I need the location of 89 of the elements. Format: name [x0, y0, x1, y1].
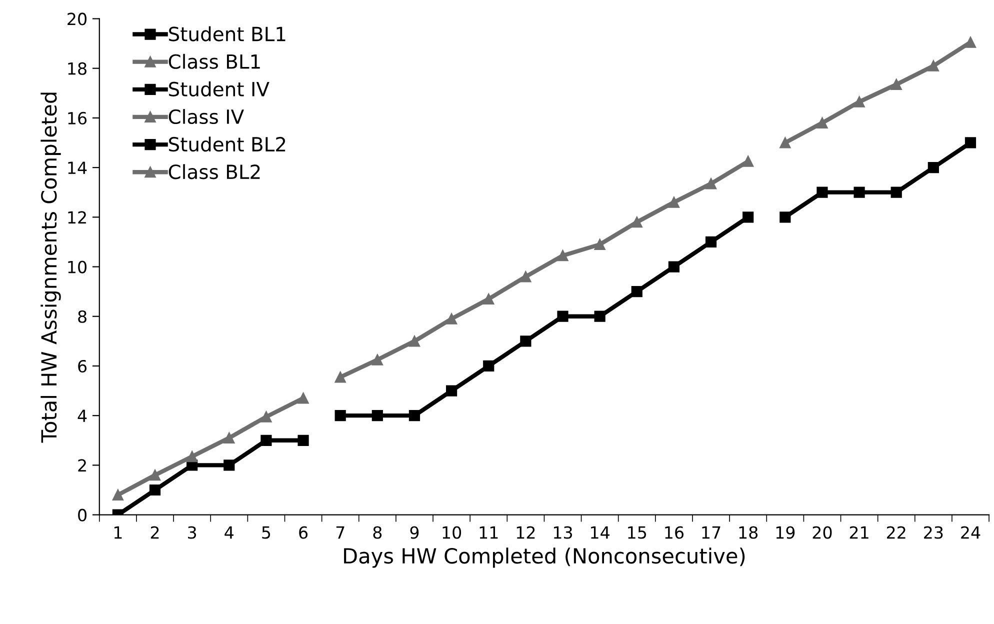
point	[186, 450, 198, 462]
point	[742, 212, 754, 223]
x-tick-label: 11	[480, 526, 498, 539]
legend-label: Student BL2	[169, 136, 286, 152]
point	[742, 156, 754, 167]
point	[260, 411, 272, 422]
point	[928, 60, 939, 72]
x-tick-label: 9	[410, 526, 419, 539]
point	[705, 236, 717, 248]
point	[408, 336, 420, 347]
x-tick-label: 22	[886, 526, 906, 539]
point	[520, 271, 532, 282]
point	[372, 410, 383, 422]
x-tick-label: 10	[442, 526, 462, 539]
x-tick-label: 18	[739, 526, 758, 539]
y-tick-label: 16	[68, 112, 87, 125]
point	[928, 162, 939, 174]
point	[964, 137, 976, 148]
x-tick-label: 17	[702, 526, 720, 539]
point	[890, 78, 902, 90]
x-tick-label: 20	[812, 526, 832, 539]
x-tick-label: 7	[336, 526, 344, 539]
legend-label: Class IV	[168, 109, 244, 124]
point	[298, 392, 309, 404]
legend-label: Class BL1	[168, 54, 260, 69]
y-axis-title: Total HW Assignments Completed	[40, 92, 61, 443]
point	[112, 489, 124, 501]
point	[631, 286, 642, 298]
x-tick-label: 8	[373, 526, 382, 539]
y-tick-label: 6	[78, 360, 87, 373]
point	[520, 336, 532, 347]
point	[149, 470, 161, 481]
point	[446, 385, 458, 396]
point	[705, 178, 717, 190]
x-tick-label: 23	[924, 526, 943, 539]
x-tick-label: 14	[591, 526, 610, 539]
x-tick-label: 6	[299, 526, 308, 539]
x-tick-label: 3	[188, 526, 196, 539]
x-tick-label: 1	[114, 526, 122, 539]
point	[557, 310, 568, 322]
point	[854, 186, 865, 198]
y-tick-label: 12	[68, 211, 86, 224]
point	[780, 137, 791, 148]
point	[890, 186, 902, 198]
x-axis-title: Days HW Completed (Nonconsecutive)	[344, 548, 745, 568]
legend-label: Student BL1	[169, 26, 286, 42]
x-tick-label: 24	[961, 526, 980, 539]
point	[446, 313, 458, 324]
point	[224, 432, 235, 444]
legend-label: Student IV	[169, 81, 270, 96]
x-tick-label: 15	[628, 526, 646, 539]
y-tick-label: 2	[78, 459, 86, 472]
point	[854, 96, 865, 108]
x-tick-label: 5	[262, 526, 270, 539]
y-tick-label: 8	[78, 310, 86, 323]
point	[631, 216, 642, 228]
legend-label: Class BL2	[168, 164, 260, 180]
point	[260, 434, 272, 446]
x-tick-label: 16	[665, 526, 684, 539]
y-tick-label: 0	[78, 508, 86, 522]
point	[668, 261, 680, 272]
point	[816, 186, 828, 198]
point	[780, 212, 791, 223]
x-tick-label: 4	[224, 526, 234, 539]
point	[224, 460, 235, 471]
point	[594, 238, 606, 250]
point	[372, 354, 383, 366]
point	[483, 293, 494, 305]
point	[668, 196, 680, 208]
y-tick-label: 10	[68, 260, 86, 274]
x-tick-label: 12	[516, 526, 535, 539]
point	[816, 117, 828, 128]
point	[557, 250, 568, 262]
point	[483, 360, 494, 372]
point	[334, 410, 346, 422]
point	[408, 410, 420, 422]
x-tick-label: 13	[554, 526, 572, 539]
x-tick-label: 19	[776, 526, 795, 539]
point	[594, 310, 606, 322]
x-tick-label: 21	[850, 526, 868, 539]
y-tick-label: 4	[78, 410, 87, 422]
point	[964, 36, 976, 48]
point	[298, 434, 309, 446]
x-tick-label: 2	[150, 526, 159, 539]
y-tick-label: 14	[68, 162, 87, 174]
point	[334, 372, 346, 383]
y-tick-label: 18	[68, 62, 86, 75]
point	[149, 484, 161, 496]
y-tick-label: 20	[68, 12, 86, 26]
